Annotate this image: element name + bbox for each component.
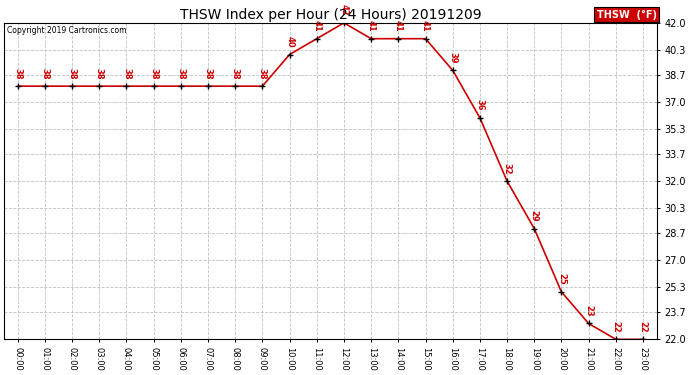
Text: 41: 41: [421, 20, 430, 32]
Title: THSW Index per Hour (24 Hours) 20191209: THSW Index per Hour (24 Hours) 20191209: [179, 8, 481, 22]
Text: 23: 23: [584, 305, 593, 316]
Text: 38: 38: [230, 68, 239, 79]
Text: 38: 38: [13, 68, 22, 79]
Text: Copyright 2019 Cartronics.com: Copyright 2019 Cartronics.com: [7, 26, 126, 35]
Text: 40: 40: [285, 36, 294, 48]
Text: 29: 29: [530, 210, 539, 222]
Text: 38: 38: [258, 68, 267, 79]
Text: 41: 41: [366, 20, 375, 32]
Text: 42: 42: [339, 4, 348, 16]
Text: 38: 38: [177, 68, 186, 79]
Text: 22: 22: [611, 321, 620, 332]
Text: 38: 38: [149, 68, 158, 79]
Text: 41: 41: [394, 20, 403, 32]
Text: THSW  (°F): THSW (°F): [597, 10, 657, 20]
Text: 39: 39: [448, 52, 457, 63]
Text: 36: 36: [475, 99, 484, 111]
Text: 38: 38: [122, 68, 131, 79]
Text: 41: 41: [313, 20, 322, 32]
Text: 32: 32: [502, 162, 511, 174]
Text: 25: 25: [557, 273, 566, 285]
Text: 38: 38: [68, 68, 77, 79]
Text: 22: 22: [638, 321, 647, 332]
Text: 38: 38: [41, 68, 50, 79]
Text: 38: 38: [95, 68, 103, 79]
Text: 38: 38: [204, 68, 213, 79]
